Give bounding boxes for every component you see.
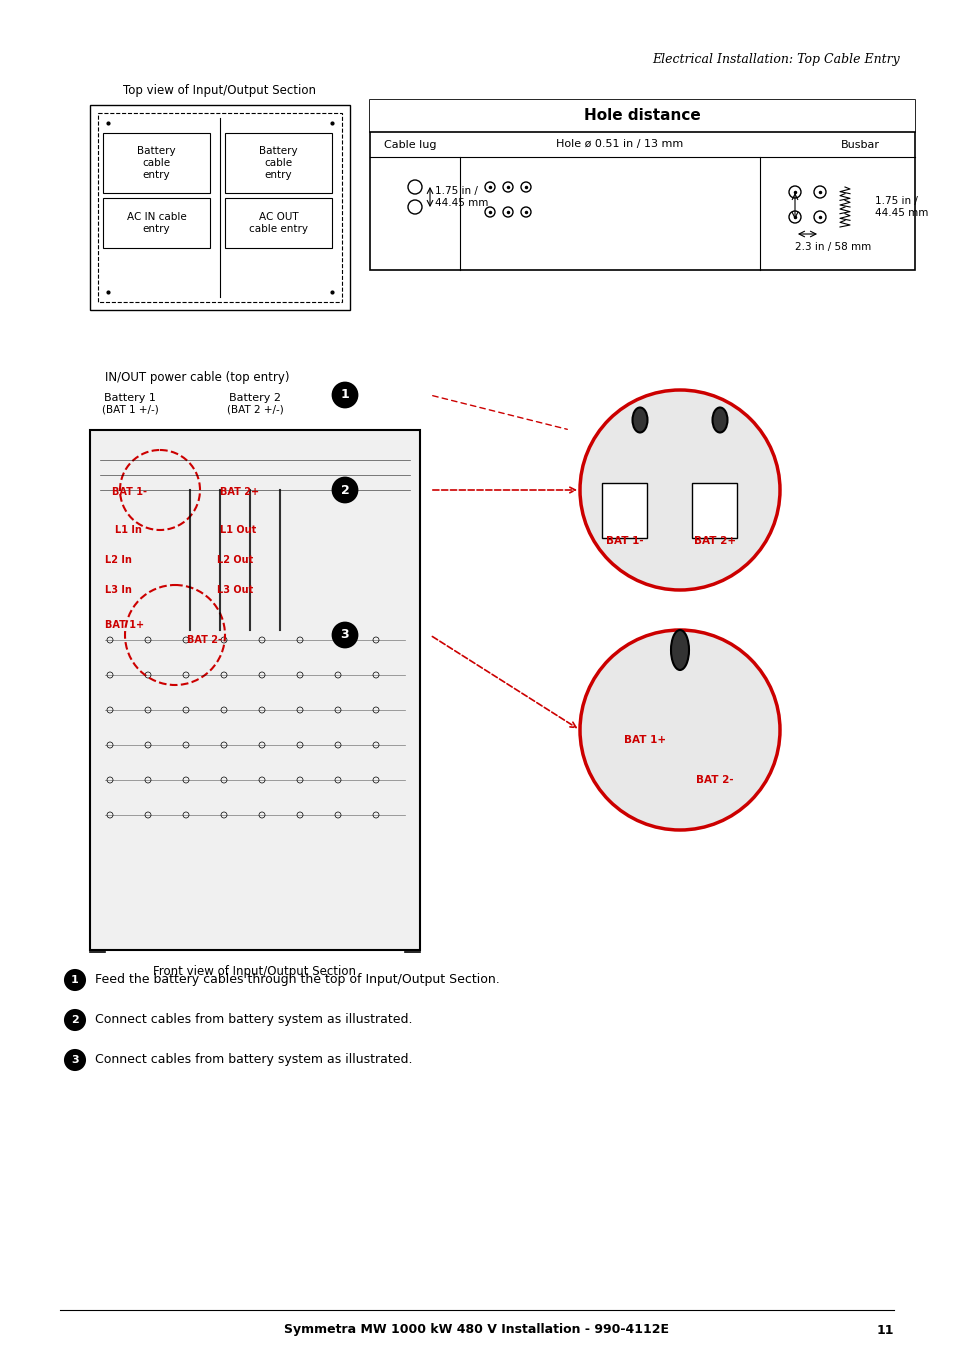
Text: BAT 1+: BAT 1+ — [106, 620, 145, 630]
Circle shape — [813, 211, 825, 223]
Text: BAT 1-: BAT 1- — [605, 535, 643, 546]
Bar — [90, 430, 419, 950]
Circle shape — [408, 180, 421, 195]
Text: Electrical Installation: Top Cable Entry: Electrical Installation: Top Cable Entry — [652, 54, 899, 66]
Text: L2 Out: L2 Out — [216, 555, 253, 565]
Text: Battery
cable
entry: Battery cable entry — [137, 146, 175, 181]
Ellipse shape — [712, 408, 727, 432]
Bar — [602, 482, 647, 538]
Bar — [103, 199, 210, 249]
Text: L3 In: L3 In — [105, 585, 132, 594]
Ellipse shape — [632, 408, 647, 432]
Text: Top view of Input/Output Section: Top view of Input/Output Section — [123, 84, 316, 97]
Bar — [98, 113, 341, 303]
Text: Battery
cable
entry: Battery cable entry — [259, 146, 297, 181]
Circle shape — [502, 182, 513, 192]
Text: 1: 1 — [71, 975, 79, 985]
Bar — [370, 100, 914, 132]
Text: 3: 3 — [71, 1055, 79, 1065]
Circle shape — [333, 623, 356, 647]
Bar — [370, 100, 914, 270]
Text: BAT 1-: BAT 1- — [112, 486, 148, 497]
Text: Symmetra MW 1000 kW 480 V Installation - 990-4112E: Symmetra MW 1000 kW 480 V Installation -… — [284, 1324, 669, 1336]
Text: BAT 2-: BAT 2- — [696, 775, 733, 785]
Text: L1 Out: L1 Out — [219, 526, 255, 535]
Circle shape — [408, 200, 421, 213]
Text: Battery 1: Battery 1 — [104, 393, 155, 403]
Circle shape — [788, 211, 801, 223]
Text: BAT 1+: BAT 1+ — [623, 735, 665, 744]
Text: L3 Out: L3 Out — [216, 585, 253, 594]
Text: Feed the battery cables through the top of Input/Output Section.: Feed the battery cables through the top … — [95, 974, 499, 986]
Text: (BAT 1 +/-): (BAT 1 +/-) — [102, 405, 158, 415]
Bar — [90, 105, 350, 309]
Circle shape — [484, 207, 495, 218]
Circle shape — [65, 1011, 85, 1029]
Circle shape — [579, 390, 780, 590]
Circle shape — [520, 207, 531, 218]
Text: Connect cables from battery system as illustrated.: Connect cables from battery system as il… — [95, 1054, 412, 1066]
Text: L2 In: L2 In — [105, 555, 132, 565]
Circle shape — [579, 630, 780, 830]
Text: 2: 2 — [71, 1015, 79, 1025]
Text: IN/OUT power cable (top entry): IN/OUT power cable (top entry) — [105, 372, 289, 385]
Text: AC IN cable
entry: AC IN cable entry — [127, 212, 186, 234]
Circle shape — [520, 182, 531, 192]
Circle shape — [502, 207, 513, 218]
Text: 2: 2 — [340, 484, 349, 497]
Ellipse shape — [670, 630, 688, 670]
Bar — [225, 199, 332, 249]
Text: 1.75 in /
44.45 mm: 1.75 in / 44.45 mm — [435, 186, 488, 208]
Circle shape — [65, 1050, 85, 1070]
Text: BAT 2+: BAT 2+ — [220, 486, 259, 497]
Text: L1 In: L1 In — [114, 526, 141, 535]
Circle shape — [788, 186, 801, 199]
Circle shape — [333, 478, 356, 503]
Circle shape — [484, 182, 495, 192]
Text: BAT 2+: BAT 2+ — [693, 535, 736, 546]
Text: (BAT 2 +/-): (BAT 2 +/-) — [227, 405, 283, 415]
Text: 1.75 in /
44.45 mm: 1.75 in / 44.45 mm — [874, 196, 927, 218]
Bar — [225, 132, 332, 193]
Text: 1: 1 — [340, 389, 349, 401]
Circle shape — [813, 186, 825, 199]
Text: Battery 2: Battery 2 — [229, 393, 281, 403]
Text: 3: 3 — [340, 628, 349, 642]
Text: Hole distance: Hole distance — [583, 108, 700, 123]
Text: 2.3 in / 58 mm: 2.3 in / 58 mm — [794, 242, 870, 253]
Bar — [692, 482, 737, 538]
Text: Connect cables from battery system as illustrated.: Connect cables from battery system as il… — [95, 1013, 412, 1027]
Bar — [103, 132, 210, 193]
Text: Cable lug: Cable lug — [383, 139, 436, 150]
Text: 11: 11 — [876, 1324, 893, 1336]
Text: BAT 2-: BAT 2- — [188, 635, 222, 644]
Text: AC OUT
cable entry: AC OUT cable entry — [249, 212, 308, 234]
Text: Front view of Input/Output Section: Front view of Input/Output Section — [153, 965, 356, 978]
Text: Hole ø 0.51 in / 13 mm: Hole ø 0.51 in / 13 mm — [556, 139, 683, 150]
Circle shape — [65, 970, 85, 990]
Circle shape — [333, 382, 356, 407]
Text: Busbar: Busbar — [840, 139, 879, 150]
